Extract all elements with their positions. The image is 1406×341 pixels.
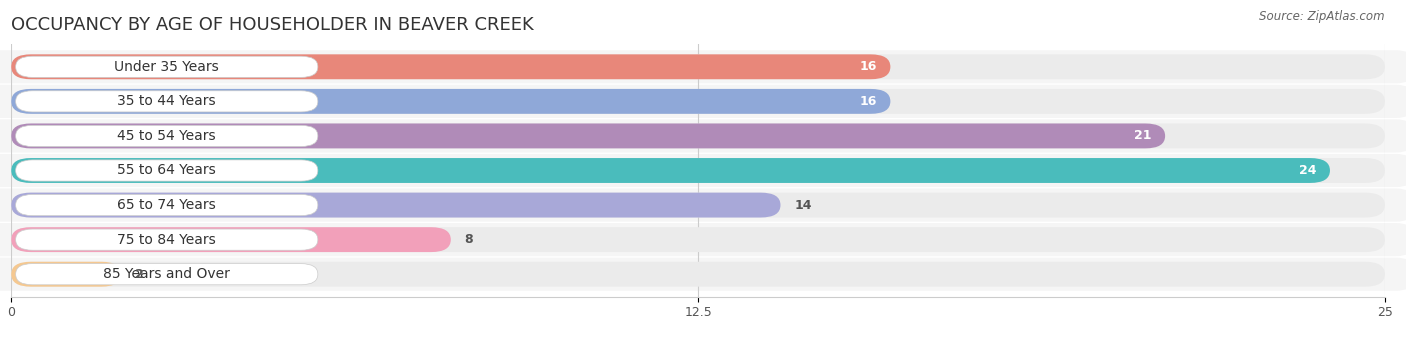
FancyBboxPatch shape: [0, 223, 1406, 256]
FancyBboxPatch shape: [0, 257, 1406, 291]
Text: 21: 21: [1133, 130, 1152, 143]
Text: 65 to 74 Years: 65 to 74 Years: [117, 198, 217, 212]
Text: 55 to 64 Years: 55 to 64 Years: [117, 163, 217, 178]
Text: 2: 2: [135, 268, 143, 281]
Text: 24: 24: [1299, 164, 1316, 177]
FancyBboxPatch shape: [11, 123, 1166, 148]
FancyBboxPatch shape: [15, 125, 318, 147]
FancyBboxPatch shape: [0, 154, 1406, 187]
FancyBboxPatch shape: [11, 54, 890, 79]
Text: Source: ZipAtlas.com: Source: ZipAtlas.com: [1260, 10, 1385, 23]
FancyBboxPatch shape: [15, 56, 318, 77]
FancyBboxPatch shape: [11, 193, 1385, 218]
FancyBboxPatch shape: [15, 160, 318, 181]
FancyBboxPatch shape: [11, 193, 780, 218]
FancyBboxPatch shape: [15, 229, 318, 250]
FancyBboxPatch shape: [11, 89, 1385, 114]
FancyBboxPatch shape: [11, 158, 1385, 183]
Text: OCCUPANCY BY AGE OF HOUSEHOLDER IN BEAVER CREEK: OCCUPANCY BY AGE OF HOUSEHOLDER IN BEAVE…: [11, 16, 534, 34]
FancyBboxPatch shape: [15, 264, 318, 285]
FancyBboxPatch shape: [11, 123, 1385, 148]
Text: Under 35 Years: Under 35 Years: [114, 60, 219, 74]
Text: 8: 8: [464, 233, 474, 246]
Text: 45 to 54 Years: 45 to 54 Years: [118, 129, 217, 143]
FancyBboxPatch shape: [11, 227, 1385, 252]
Text: 35 to 44 Years: 35 to 44 Years: [118, 94, 217, 108]
Text: 85 Years and Over: 85 Years and Over: [103, 267, 231, 281]
Text: 16: 16: [859, 95, 877, 108]
FancyBboxPatch shape: [11, 158, 1330, 183]
FancyBboxPatch shape: [15, 91, 318, 112]
FancyBboxPatch shape: [0, 119, 1406, 152]
Text: 16: 16: [859, 60, 877, 73]
FancyBboxPatch shape: [0, 50, 1406, 84]
FancyBboxPatch shape: [15, 194, 318, 216]
FancyBboxPatch shape: [11, 54, 1385, 79]
FancyBboxPatch shape: [11, 262, 1385, 287]
FancyBboxPatch shape: [11, 227, 451, 252]
Text: 75 to 84 Years: 75 to 84 Years: [117, 233, 217, 247]
FancyBboxPatch shape: [0, 85, 1406, 118]
FancyBboxPatch shape: [0, 189, 1406, 222]
FancyBboxPatch shape: [11, 262, 121, 287]
Text: 14: 14: [794, 198, 811, 211]
FancyBboxPatch shape: [11, 89, 890, 114]
